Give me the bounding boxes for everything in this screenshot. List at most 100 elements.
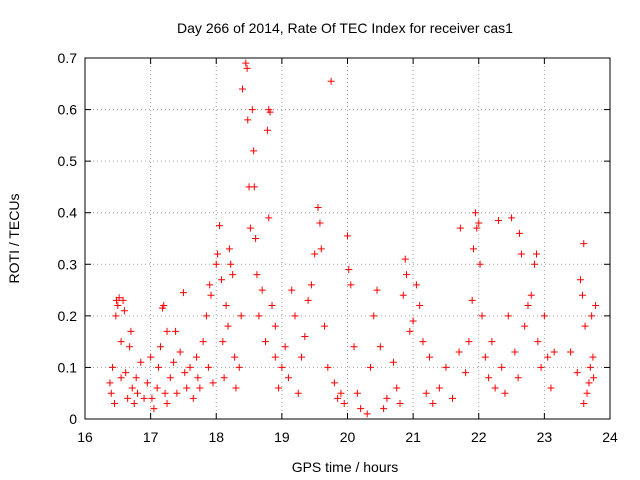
- data-point: [533, 250, 540, 258]
- data-point: [468, 296, 476, 304]
- x-tick-label: 24: [602, 429, 618, 445]
- data-point: [232, 384, 240, 392]
- data-point: [304, 296, 312, 304]
- data-point: [196, 384, 204, 392]
- x-tick-label: 17: [143, 429, 159, 445]
- data-point: [337, 389, 345, 397]
- data-point: [476, 260, 484, 268]
- data-point: [581, 322, 589, 330]
- data-point: [243, 64, 251, 72]
- data-point: [527, 291, 535, 299]
- data-point: [128, 384, 136, 392]
- x-tick-label: 16: [77, 429, 93, 445]
- data-point: [291, 312, 299, 320]
- data-point: [314, 204, 322, 212]
- data-point: [186, 363, 194, 371]
- data-point: [330, 379, 338, 387]
- data-point: [212, 260, 220, 268]
- data-point: [585, 379, 593, 387]
- data-point: [163, 327, 171, 335]
- data-point: [511, 348, 519, 356]
- data-point: [376, 343, 384, 351]
- data-point: [501, 389, 509, 397]
- data-point: [396, 400, 404, 408]
- data-point: [485, 374, 493, 382]
- data-point: [148, 394, 156, 402]
- data-point: [531, 260, 539, 268]
- data-point: [161, 389, 169, 397]
- data-point: [409, 317, 417, 325]
- data-point: [590, 374, 598, 382]
- data-point: [380, 405, 388, 413]
- data-point: [246, 224, 254, 232]
- data-point: [160, 302, 168, 310]
- data-point: [588, 312, 596, 320]
- data-point: [298, 353, 306, 361]
- data-point: [202, 312, 210, 320]
- data-point: [366, 363, 374, 371]
- data-point: [258, 286, 266, 294]
- x-tick-label: 18: [208, 429, 224, 445]
- x-tick-label: 20: [340, 429, 356, 445]
- data-point: [137, 358, 145, 366]
- data-point: [239, 85, 246, 93]
- data-point: [204, 363, 212, 371]
- data-point: [275, 384, 283, 392]
- data-point: [334, 394, 342, 402]
- data-point: [544, 353, 552, 361]
- data-point: [524, 302, 532, 310]
- data-point: [265, 214, 273, 222]
- data-point: [504, 312, 512, 320]
- data-point: [327, 77, 335, 85]
- y-tick-label: 0.3: [58, 256, 78, 272]
- data-point: [268, 302, 276, 310]
- data-point: [229, 271, 237, 279]
- data-point: [419, 338, 427, 346]
- data-point: [449, 394, 456, 402]
- data-point: [373, 286, 381, 294]
- data-point: [225, 245, 233, 253]
- data-point: [589, 353, 597, 361]
- data-point: [515, 229, 523, 237]
- data-point: [537, 363, 545, 371]
- data-point: [153, 384, 161, 392]
- data-point: [143, 379, 151, 387]
- data-point: [580, 240, 588, 248]
- data-point: [224, 322, 232, 330]
- data-point: [383, 394, 391, 402]
- y-tick-label: 0.5: [58, 153, 78, 169]
- chart-title: Day 266 of 2014, Rate Of TEC Index for r…: [177, 20, 513, 36]
- data-point: [401, 255, 409, 263]
- data-point: [406, 327, 414, 335]
- data-point: [214, 250, 222, 258]
- data-point: [412, 281, 420, 289]
- data-point: [242, 59, 250, 67]
- data-point: [317, 245, 325, 253]
- data-point: [189, 394, 197, 402]
- data-point: [263, 126, 271, 134]
- data-point: [498, 363, 506, 371]
- data-point: [508, 214, 516, 222]
- data-point: [473, 224, 481, 232]
- x-tick-label: 21: [405, 429, 421, 445]
- data-point: [271, 353, 279, 361]
- data-point: [231, 353, 239, 361]
- data-point: [237, 312, 245, 320]
- data-point: [514, 374, 522, 382]
- data-point: [294, 389, 302, 397]
- data-point: [550, 348, 558, 356]
- data-point: [147, 353, 155, 361]
- data-point: [209, 379, 217, 387]
- data-point: [442, 363, 450, 371]
- data-point: [540, 312, 548, 320]
- data-point: [481, 353, 489, 361]
- data-point: [109, 363, 117, 371]
- data-point: [119, 296, 127, 304]
- data-point: [150, 405, 158, 413]
- data-point: [393, 384, 401, 392]
- data-point: [455, 348, 463, 356]
- data-point: [344, 232, 351, 240]
- data-point: [465, 338, 473, 346]
- data-point: [357, 405, 365, 413]
